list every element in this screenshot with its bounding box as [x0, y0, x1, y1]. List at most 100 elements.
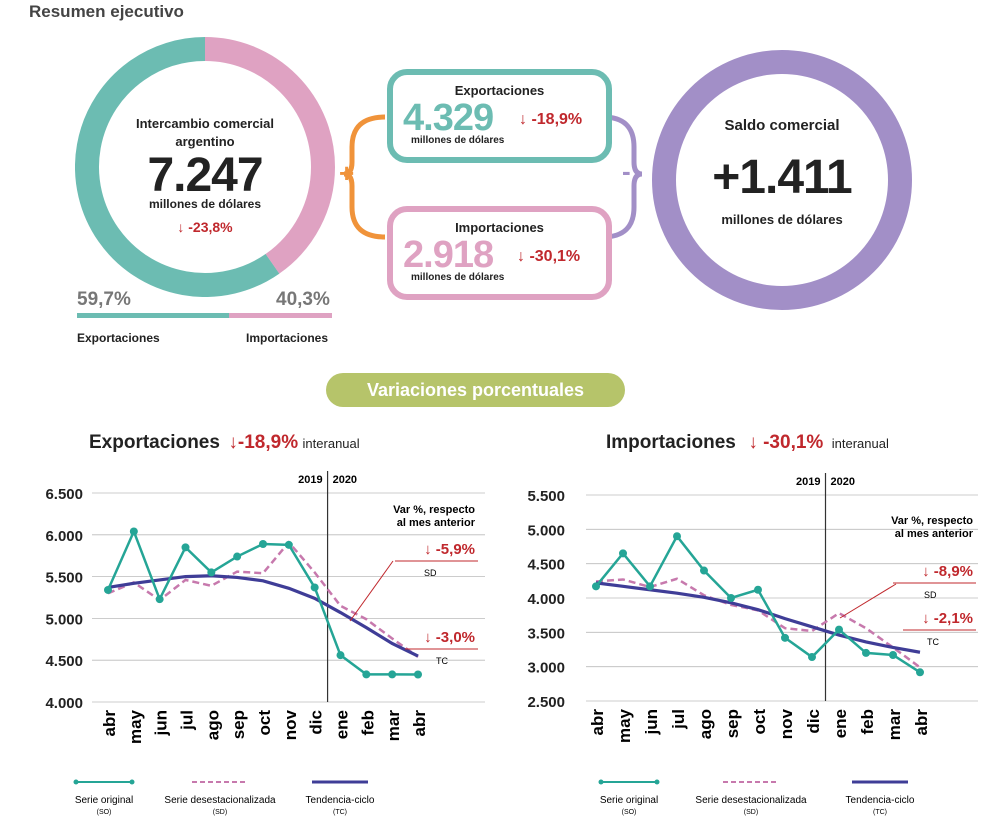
- trade-donut: [75, 37, 335, 297]
- imports-box-value: 2.918: [403, 234, 494, 276]
- imports-series-so-point: [619, 549, 627, 558]
- exports-xtick-label: feb: [358, 710, 377, 736]
- exports-annotation-tc-label: TC: [436, 656, 448, 666]
- exports-annotation-tc-value: ↓ -3,0%: [424, 629, 475, 646]
- down-arrow-icon: ↓: [519, 111, 527, 128]
- exports-share: 59,7%: [77, 289, 131, 310]
- exports-legend-tc-name: Tendencia-ciclo: [306, 795, 375, 806]
- imports-line-chart: 2.500 3.000 3.500 4.000 4.500 5.000 5.500 2019 2…: [527, 473, 978, 816]
- exports-xtick-label: abr: [100, 710, 119, 737]
- imports-annotation-sd-label: SD: [924, 590, 937, 600]
- imports-xtick-label: oct: [750, 709, 769, 735]
- imports-xtick-label: jun: [642, 709, 661, 736]
- exports-series-so-point: [181, 543, 190, 552]
- exports-annotation-sd-leader: [349, 560, 394, 622]
- plus-connector: [343, 114, 386, 240]
- exports-xtick-label: nov: [281, 709, 300, 740]
- donut-unit: millones de dólares: [148, 197, 262, 211]
- exports-xtick-label: mar: [384, 710, 403, 742]
- exports-xtick-label: dic: [307, 710, 326, 735]
- exports-xtick-label: abr: [410, 710, 429, 737]
- imports-annotation-title: Var %, respecto: [891, 515, 973, 527]
- exports-ytick-label: 5.500: [45, 570, 83, 587]
- exports-series-so-line: [106, 528, 419, 676]
- minus-connector: [602, 114, 643, 240]
- imports-chart-title-change: ↓ -30,1%: [748, 432, 823, 453]
- exports-legend-so-marker: [129, 779, 135, 785]
- exports-series-so-point: [414, 670, 422, 679]
- exports-year-label: 2020: [333, 474, 357, 486]
- balance-label: Saldo comercial: [724, 117, 840, 134]
- imports-legend-sd-name: Serie desestacionalizada: [695, 795, 807, 806]
- imports-series-so-point: [916, 668, 924, 677]
- imports-xtick-label: mar: [885, 709, 904, 741]
- exports-series-so-point: [104, 585, 112, 594]
- exports-chart-title-change: ↓-18,9%: [228, 432, 298, 453]
- exports-box-label: Exportaciones: [454, 83, 545, 98]
- imports-chart-title: Importaciones ↓ -30,1% interanual: [606, 432, 889, 454]
- exports-ytick-label: 6.000: [45, 528, 83, 545]
- imports-ytick-label: 3.000: [527, 660, 565, 677]
- share-bar-imports: [229, 313, 332, 318]
- share-bar: [77, 313, 332, 318]
- imports-series-so-point: [781, 633, 789, 642]
- exports-legend-tc-code: (TC): [333, 809, 347, 816]
- plus-sign: +: [339, 158, 355, 188]
- imports-year-label: 2019: [796, 476, 820, 488]
- imports-xtick-label: jul: [669, 709, 688, 730]
- exports-legend-so-code: (SO): [97, 809, 112, 816]
- exports-series-so-point: [155, 595, 164, 604]
- imports-legend-so-code: (SO): [622, 809, 637, 816]
- imports-share: 40,3%: [276, 289, 330, 310]
- imports-ytick-label: 4.000: [527, 591, 565, 608]
- imports-legend-tc-code: (TC): [873, 809, 887, 816]
- imports-legend-sd-code: (SD): [744, 809, 758, 816]
- imports-xtick-label: abr: [588, 709, 607, 736]
- imports-series-so-point: [754, 585, 762, 594]
- imports-chart-title-suffix: interanual: [831, 436, 889, 451]
- imports-xtick-label: feb: [858, 709, 877, 735]
- imports-series-so-point: [889, 650, 897, 659]
- imports-annotation-tc-value: ↓ -2,1%: [922, 610, 973, 627]
- exports-box-unit: millones de dólares: [411, 135, 505, 146]
- imports-legend-tc-name: Tendencia-ciclo: [846, 795, 915, 806]
- donut-imports-segment: [75, 37, 335, 297]
- exports-box: Exportaciones 4.329 millones de dólares …: [387, 69, 612, 163]
- donut-value: 7.247: [147, 149, 263, 202]
- imports-series-so-point: [592, 582, 600, 591]
- share-bar-exports: [77, 313, 230, 318]
- imports-series-so-point: [727, 594, 735, 602]
- imports-legend-so-name: Serie original: [600, 795, 658, 806]
- imports-ytick-label: 2.500: [527, 694, 565, 711]
- exports-series-tc-line: [107, 574, 419, 658]
- exports-series-so-point: [336, 651, 345, 660]
- exports-share-label: Exportaciones: [77, 331, 160, 345]
- imports-series-so-point: [700, 566, 708, 575]
- exports-xtick-label: ago: [203, 710, 222, 740]
- exports-series-so-point: [207, 568, 216, 577]
- exports-annotation-title: al mes anterior: [397, 517, 476, 529]
- exports-chart-title: Exportaciones ↓-18,9% interanual: [89, 432, 360, 454]
- exports-series-so-point: [233, 552, 242, 561]
- donut-change: ↓ -23,8%: [110, 219, 300, 235]
- exports-series-so-point: [259, 539, 267, 548]
- imports-annotation-tc-label: TC: [927, 637, 939, 647]
- exports-legend-so-marker: [73, 779, 79, 785]
- imports-year-label: 2020: [831, 476, 855, 488]
- exports-box-change-value: -18,9%: [531, 111, 583, 128]
- exports-xtick-label: oct: [255, 710, 274, 736]
- exports-xtick-label: jun: [152, 710, 171, 737]
- exports-xtick-label: sep: [229, 710, 248, 739]
- imports-series-so-point: [646, 582, 654, 591]
- imports-series-so-point: [835, 625, 843, 634]
- imports-box-label: Importaciones: [455, 220, 544, 235]
- exports-box-change: ↓ -18,9%: [519, 111, 582, 129]
- exports-legend-sd-code: (SD): [213, 809, 227, 816]
- donut-title: Intercambio comercial argentino: [110, 115, 300, 151]
- imports-box-change: ↓ -30,1%: [517, 248, 580, 266]
- exports-legend-sd-name: Serie desestacionalizada: [164, 795, 276, 806]
- imports-annotation-sd-leader: [839, 583, 897, 619]
- exports-box-value: 4.329: [403, 97, 494, 139]
- imports-xtick-label: nov: [777, 708, 796, 739]
- imports-ytick-label: 3.500: [527, 625, 565, 642]
